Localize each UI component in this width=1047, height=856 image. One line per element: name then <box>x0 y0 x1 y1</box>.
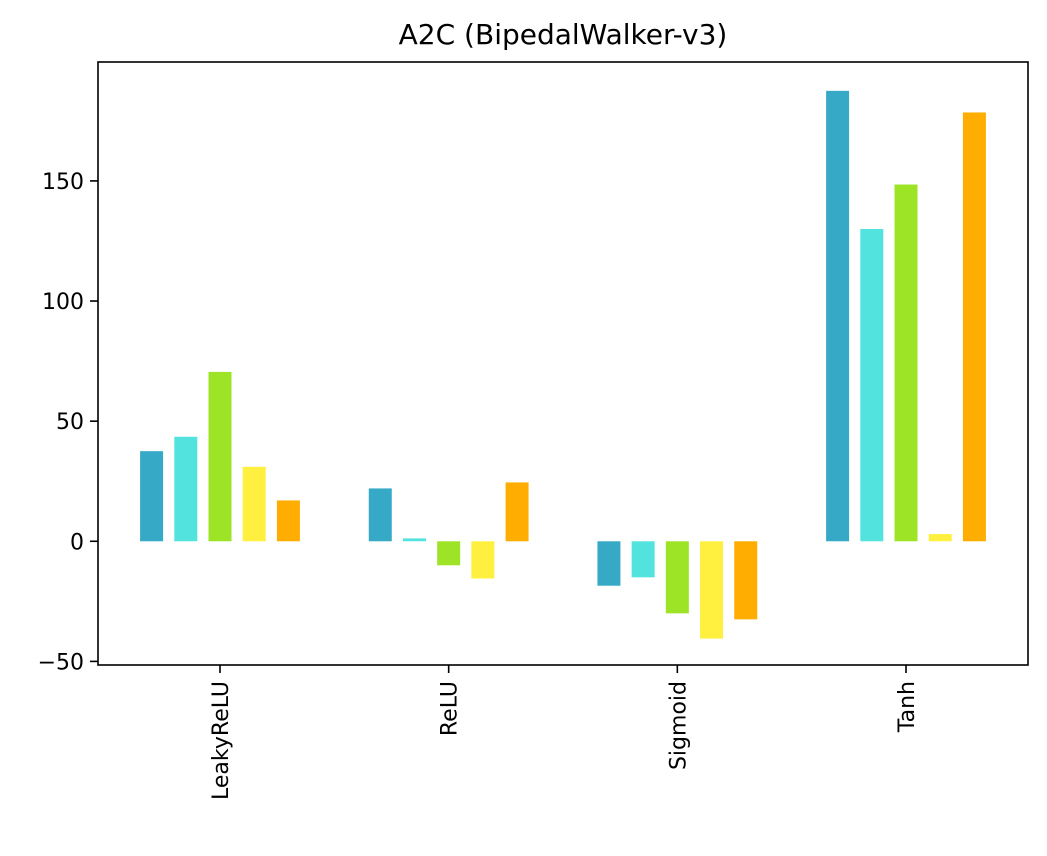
y-axis: −50 0 50 100 150 <box>38 170 98 675</box>
bar-relu-3 <box>437 541 461 566</box>
plot-frame <box>97 61 1029 666</box>
bar-tanh-1 <box>826 90 850 542</box>
bar-leakyrelu-4 <box>242 466 266 542</box>
y-tick-label: 150 <box>42 170 84 195</box>
chart-title: A2C (BipedalWalker-v3) <box>399 18 728 51</box>
y-tick-label: 100 <box>42 290 84 315</box>
bar-relu-1 <box>368 488 392 542</box>
bar-leakyrelu-5 <box>276 500 300 542</box>
x-tick-label-sigmoid: Sigmoid <box>666 681 691 770</box>
bars-layer <box>140 90 986 639</box>
x-tick-label-leakyrelu: LeakyReLU <box>209 681 234 800</box>
bar-sigmoid-1 <box>597 541 621 586</box>
bar-sigmoid-2 <box>631 541 655 578</box>
bar-sigmoid-3 <box>665 541 689 614</box>
bar-leakyrelu-3 <box>208 371 232 542</box>
bar-relu-2 <box>402 538 426 542</box>
bar-tanh-2 <box>860 228 884 542</box>
bar-relu-4 <box>471 541 495 579</box>
y-tick-label: −50 <box>38 650 84 675</box>
x-tick-label-relu: ReLU <box>438 681 463 736</box>
bar-relu-5 <box>505 482 529 542</box>
bar-tanh-4 <box>928 534 952 542</box>
x-tick-label-tanh: Tanh <box>895 681 920 733</box>
bar-sigmoid-4 <box>700 541 724 639</box>
bar-tanh-3 <box>894 184 918 542</box>
x-axis: LeakyReLU ReLU Sigmoid Tanh <box>209 665 920 800</box>
bar-leakyrelu-2 <box>174 436 198 542</box>
bar-leakyrelu-1 <box>140 451 164 542</box>
bar-sigmoid-5 <box>734 541 758 620</box>
y-tick-label: 0 <box>70 530 84 555</box>
bar-tanh-5 <box>962 112 986 542</box>
y-tick-label: 50 <box>56 410 84 435</box>
